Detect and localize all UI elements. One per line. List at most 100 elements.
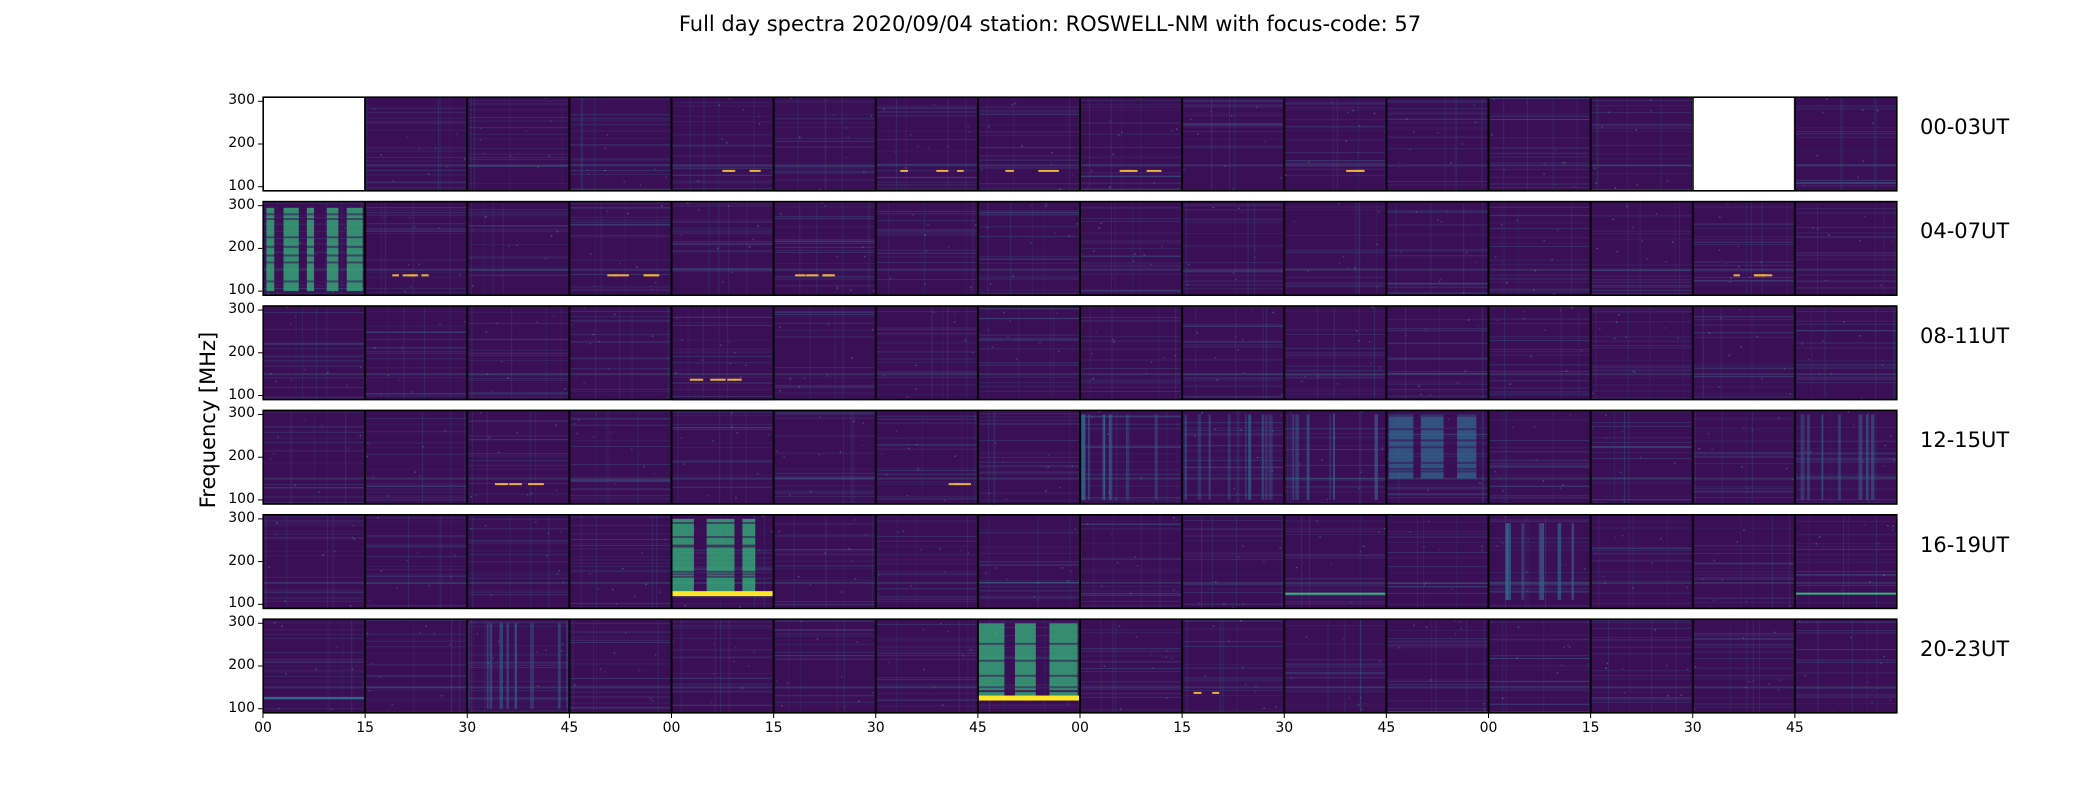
noise-line xyxy=(471,305,473,400)
noise-line xyxy=(671,250,774,252)
noise-speckle xyxy=(1405,334,1407,337)
band-line xyxy=(1386,686,1489,689)
noise-speckle xyxy=(1526,590,1529,592)
noise-line xyxy=(467,515,570,517)
noise-line xyxy=(1284,557,1387,559)
noise-line xyxy=(773,262,876,264)
noise-line xyxy=(977,582,1080,584)
noise-line xyxy=(1745,201,1747,296)
band-line xyxy=(773,268,876,271)
signal-dash xyxy=(408,274,419,277)
noise-speckle xyxy=(560,530,562,533)
noise-line xyxy=(1386,681,1489,683)
noise-speckle xyxy=(1239,429,1242,431)
noise-speckle xyxy=(775,679,778,682)
noise-speckle xyxy=(612,293,615,295)
noise-line xyxy=(1284,589,1387,591)
noise-line xyxy=(624,201,626,296)
noise-line xyxy=(773,568,876,570)
noise-line xyxy=(977,318,1080,320)
noise-speckle xyxy=(1857,176,1859,179)
noise-line xyxy=(1746,619,1748,713)
noise-speckle xyxy=(962,654,964,657)
noise-line xyxy=(450,514,452,609)
noise-line xyxy=(1692,490,1795,492)
noise-line xyxy=(773,100,876,102)
noise-speckle xyxy=(484,524,487,527)
noise-speckle xyxy=(604,671,606,673)
panel-background xyxy=(1794,305,1897,400)
noise-line xyxy=(1524,514,1526,609)
noise-speckle xyxy=(713,642,716,645)
noise-line xyxy=(1080,99,1183,101)
noise-line xyxy=(1182,245,1285,247)
panel-background xyxy=(1488,97,1591,191)
noise-line xyxy=(594,97,596,191)
noise-speckle xyxy=(915,364,918,367)
noise-line xyxy=(842,305,844,400)
burst-gap xyxy=(671,573,774,576)
noise-line xyxy=(1284,102,1387,104)
noise-line xyxy=(1182,432,1285,434)
noise-line xyxy=(1794,323,1897,325)
band-line xyxy=(875,164,978,167)
noise-line xyxy=(1284,377,1387,379)
spectrum-panel xyxy=(1590,410,1693,505)
noise-line xyxy=(365,351,468,353)
noise-line xyxy=(1182,124,1285,126)
noise-speckle xyxy=(1100,222,1102,225)
noise-line xyxy=(1080,316,1183,318)
noise-speckle xyxy=(1447,210,1449,212)
noise-line xyxy=(1488,497,1591,499)
noise-line xyxy=(875,150,978,152)
noise-line xyxy=(365,620,468,622)
noise-line xyxy=(365,698,468,700)
noise-line xyxy=(773,241,876,243)
noise-line xyxy=(1794,382,1897,384)
noise-line xyxy=(671,637,774,639)
noise-speckle xyxy=(365,378,367,381)
noise-speckle xyxy=(770,171,773,173)
noise-line xyxy=(1182,100,1285,102)
noise-speckle xyxy=(739,606,741,608)
noise-line xyxy=(1080,648,1183,650)
noise-speckle xyxy=(631,448,633,451)
noise-line xyxy=(1044,619,1046,713)
noise-line xyxy=(977,159,1080,161)
noise-line xyxy=(1182,494,1285,496)
noise-speckle xyxy=(403,290,406,292)
noise-speckle xyxy=(1045,490,1047,492)
noise-line xyxy=(569,391,672,393)
noise-line xyxy=(467,215,570,217)
noise-speckle xyxy=(1423,546,1425,548)
noise-speckle xyxy=(986,226,988,228)
noise-line xyxy=(569,341,672,343)
signal-streak xyxy=(1508,523,1512,601)
noise-line xyxy=(1488,306,1591,308)
panel-background xyxy=(365,619,468,713)
noise-line xyxy=(596,619,598,713)
noise-line xyxy=(467,311,570,313)
noise-line xyxy=(1386,515,1489,517)
noise-line xyxy=(365,230,468,232)
noise-speckle xyxy=(1362,545,1365,547)
noise-speckle xyxy=(370,662,373,665)
noise-speckle xyxy=(680,437,683,439)
noise-speckle xyxy=(555,489,558,492)
noise-line xyxy=(569,235,672,237)
noise-line xyxy=(1526,97,1528,191)
noise-line xyxy=(1080,290,1183,292)
noise-line xyxy=(439,97,441,191)
noise-line xyxy=(977,461,1080,463)
noise-line xyxy=(467,664,570,666)
noise-line xyxy=(1284,283,1387,285)
noise-line xyxy=(365,223,468,225)
noise-speckle xyxy=(1114,498,1117,501)
noise-speckle xyxy=(739,376,742,378)
y-tick-label: 300 xyxy=(228,301,255,318)
noise-line xyxy=(1794,311,1897,313)
noise-speckle xyxy=(729,97,731,99)
noise-line xyxy=(1182,385,1285,387)
noise-speckle xyxy=(1110,533,1113,535)
noise-line xyxy=(1284,107,1387,109)
